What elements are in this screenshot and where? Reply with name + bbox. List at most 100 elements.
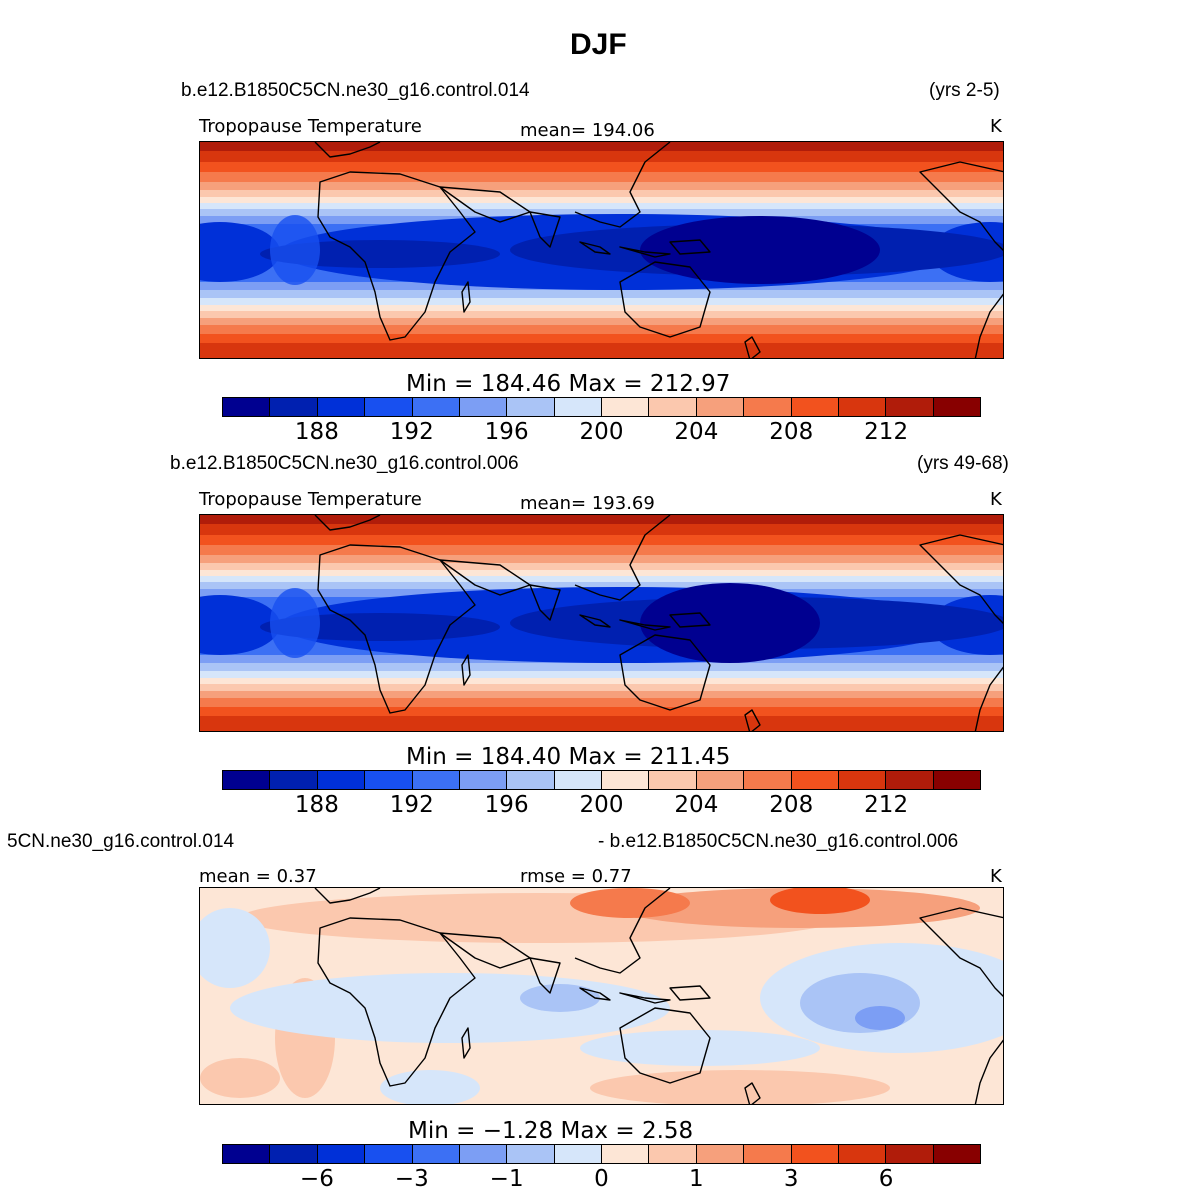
colorbar-box xyxy=(933,1145,980,1163)
colorbar-tick-label: 188 xyxy=(294,419,339,445)
contour-band xyxy=(200,203,1003,209)
colorbar-box xyxy=(365,398,413,416)
colorbar-box xyxy=(696,398,745,416)
coastline xyxy=(974,666,1003,731)
colorbar-tick-label: 196 xyxy=(484,792,529,818)
colorbar-box xyxy=(791,771,839,789)
contour-band xyxy=(200,524,1003,535)
colorbar-box xyxy=(507,398,555,416)
coastline xyxy=(461,281,471,313)
coastline xyxy=(579,614,611,628)
contour-band xyxy=(200,698,1003,707)
colorbar-tick-label: 204 xyxy=(674,419,719,445)
colorbar-box xyxy=(933,771,980,789)
colorbar-box xyxy=(744,1145,792,1163)
contour-band xyxy=(200,691,1003,698)
colorbar-box xyxy=(365,771,413,789)
contour-band xyxy=(200,311,1003,318)
contour-band xyxy=(200,684,1003,691)
contour-band xyxy=(200,298,1003,305)
coastline xyxy=(529,211,561,248)
coastline xyxy=(919,907,1003,997)
colorbar-box xyxy=(744,771,792,789)
contour-band xyxy=(200,172,1003,182)
contour-band xyxy=(200,1058,280,1098)
panel-2-case-label: b.e12.B1850C5CN.ne30_g16.control.006 xyxy=(170,453,519,474)
coastline xyxy=(574,888,671,974)
contour-band xyxy=(260,240,500,268)
colorbar-box xyxy=(223,771,271,789)
coastline xyxy=(919,161,1003,251)
colorbar-box xyxy=(270,771,318,789)
contour-band xyxy=(200,343,1003,358)
contour-band xyxy=(200,182,1003,190)
coastline xyxy=(744,709,761,731)
coastline xyxy=(574,142,671,228)
contour-band xyxy=(200,555,1003,563)
contour-band xyxy=(200,671,1003,678)
colorbar-tick-label: 196 xyxy=(484,419,529,445)
coastline xyxy=(529,957,561,994)
contour-band xyxy=(200,318,1003,325)
coastline xyxy=(579,987,611,1001)
panel-2-minmax: Min = 184.40 Max = 211.45 xyxy=(406,744,731,770)
colorbar-box xyxy=(696,1145,745,1163)
contour-band xyxy=(200,582,1003,589)
colorbar-box xyxy=(317,398,366,416)
contour-band xyxy=(855,1006,905,1030)
coastline xyxy=(314,515,381,531)
colorbar-box xyxy=(649,398,697,416)
coastline xyxy=(669,612,711,628)
figure-title: DJF xyxy=(570,28,627,61)
colorbar-box xyxy=(270,1145,318,1163)
coastline xyxy=(744,1082,761,1104)
contour-band xyxy=(590,1070,890,1104)
coastline xyxy=(974,1039,1003,1104)
contour-band xyxy=(230,973,670,1043)
colorbar-box xyxy=(554,771,602,789)
colorbar-tick-label: 3 xyxy=(783,1166,799,1192)
panel-1-mean: mean= 194.06 xyxy=(520,120,655,141)
colorbar-box xyxy=(602,771,650,789)
contour-band xyxy=(200,197,1003,203)
colorbar-box xyxy=(459,771,508,789)
colorbar-tick-label: 1 xyxy=(689,1166,704,1192)
colorbar-tick-label: 208 xyxy=(769,792,814,818)
contour-band xyxy=(270,215,320,285)
contour-band xyxy=(200,707,1003,716)
colorbar-box xyxy=(602,398,650,416)
contour-band xyxy=(200,545,1003,555)
colorbar-tick-label: 208 xyxy=(769,419,814,445)
colorbar-tick-label: 188 xyxy=(294,792,339,818)
panel-2-colorbar xyxy=(222,770,981,790)
panel-1-case-label: b.e12.B1850C5CN.ne30_g16.control.014 xyxy=(181,80,530,101)
contour-band xyxy=(640,216,880,284)
panel-1-field-label: Tropopause Temperature xyxy=(199,116,422,137)
coastline xyxy=(317,917,476,1087)
colorbar-box xyxy=(412,398,460,416)
contour-band xyxy=(200,595,280,655)
panel-2-years: (yrs 49-68) xyxy=(917,453,1009,474)
colorbar-box xyxy=(838,1145,887,1163)
colorbar-box xyxy=(886,1145,934,1163)
contour-band xyxy=(200,563,1003,570)
panel-3-units: K xyxy=(990,866,1002,887)
colorbar-box xyxy=(696,771,745,789)
colorbar-box xyxy=(838,398,887,416)
contour-band xyxy=(200,535,1003,545)
coastline xyxy=(619,619,671,631)
colorbar-tick-label: −1 xyxy=(489,1166,524,1192)
contour-band xyxy=(270,588,320,658)
colorbar-box xyxy=(223,1145,271,1163)
panel-3-colorbar xyxy=(222,1144,981,1164)
colorbar-box xyxy=(317,771,366,789)
coastline xyxy=(529,584,561,621)
contour-band xyxy=(380,1070,480,1104)
colorbar-tick-label: 212 xyxy=(864,419,909,445)
colorbar-tick-label: −3 xyxy=(394,1166,429,1192)
coastline xyxy=(619,261,711,338)
colorbar-box xyxy=(317,1145,366,1163)
coastline xyxy=(669,239,711,255)
coastline xyxy=(619,1007,711,1084)
colorbar-box xyxy=(602,1145,650,1163)
